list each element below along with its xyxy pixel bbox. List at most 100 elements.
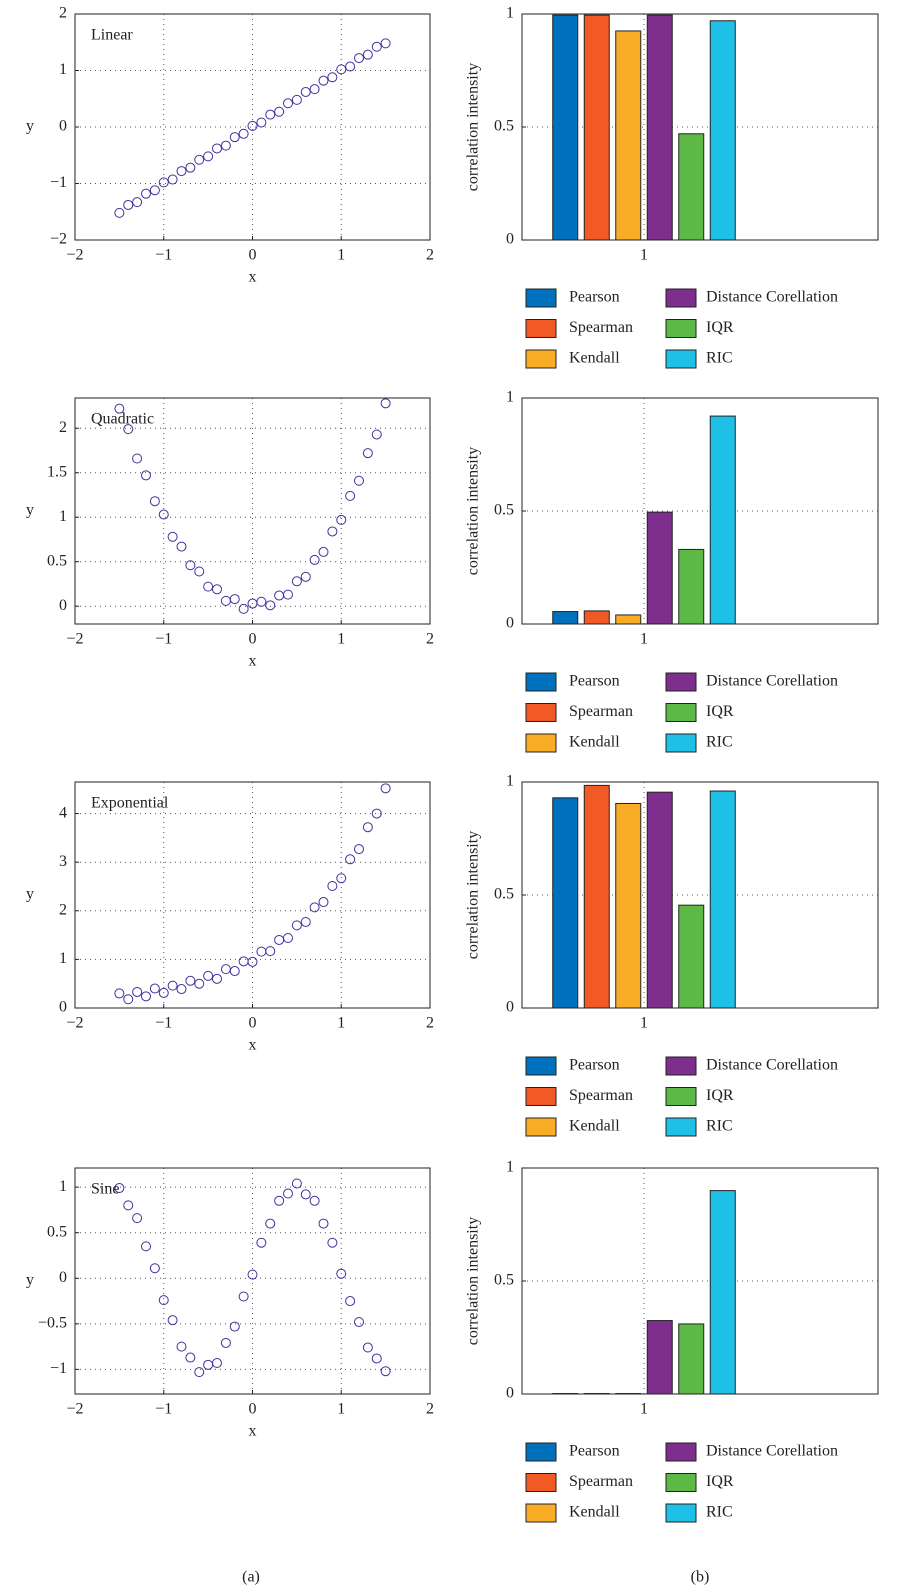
point	[265, 600, 276, 611]
point	[123, 424, 134, 435]
point	[229, 132, 240, 143]
bar	[646, 14, 673, 241]
point	[283, 1188, 293, 1199]
point	[345, 61, 356, 72]
x-axis-label: x	[249, 1423, 257, 1440]
bar	[709, 415, 736, 625]
y-tick-label: 0	[506, 1385, 514, 1402]
annotation: Sine	[91, 1181, 119, 1198]
y-tick-label: 0	[506, 231, 514, 248]
point	[362, 448, 373, 459]
point	[371, 808, 382, 819]
bar	[709, 1190, 736, 1395]
point	[362, 49, 373, 60]
y-tick-label: 4	[59, 804, 67, 821]
point	[220, 1337, 231, 1348]
point	[185, 560, 196, 571]
x-tick-label: −1	[155, 247, 172, 264]
point	[354, 1317, 364, 1328]
point	[114, 207, 125, 218]
point	[354, 844, 364, 855]
bar	[615, 802, 642, 1009]
point	[194, 978, 205, 989]
y-axis-label: y	[26, 502, 34, 519]
y-tick-label: 0	[59, 118, 67, 135]
point	[336, 873, 347, 884]
point	[300, 1189, 311, 1200]
y-tick-label: 1	[59, 1178, 67, 1195]
point	[158, 509, 169, 520]
y-tick-label: 1	[59, 61, 67, 78]
point	[141, 188, 151, 199]
point	[309, 1195, 320, 1206]
x-tick-label: 1	[337, 1401, 345, 1418]
axes-box	[74, 13, 431, 241]
legend-swatch	[525, 703, 557, 722]
legend-label: Kendall	[569, 350, 620, 367]
legend-swatch	[525, 1056, 557, 1076]
axes-box	[74, 781, 431, 1009]
legend-label: RIC	[706, 350, 733, 367]
bar	[678, 133, 705, 241]
legend-swatch	[525, 1117, 557, 1137]
point	[194, 566, 205, 577]
x-tick-label: −2	[66, 631, 83, 648]
y-tick-label: 2	[59, 901, 67, 918]
point	[141, 1241, 151, 1252]
point	[380, 1366, 391, 1377]
legend-swatch	[665, 672, 697, 692]
x-axis-label: x	[249, 269, 257, 286]
y-tick-label: 0	[59, 999, 67, 1016]
legend-label: IQR	[706, 703, 734, 720]
point	[149, 496, 160, 507]
bar	[678, 904, 705, 1009]
point	[220, 964, 231, 975]
x-tick-label: 0	[249, 247, 257, 264]
annotation: Exponential	[91, 795, 169, 812]
y-tick-label: 0	[59, 597, 67, 614]
panel-label: (b)	[691, 1569, 710, 1586]
point	[167, 1315, 178, 1326]
point	[300, 86, 311, 97]
point	[212, 973, 222, 984]
point	[291, 920, 302, 931]
y-tick-label: 2	[59, 419, 67, 436]
point	[291, 576, 302, 587]
point	[212, 1358, 222, 1369]
x-tick-label: −2	[66, 1401, 83, 1418]
legend-swatch	[665, 349, 697, 369]
point	[265, 109, 276, 120]
legend-label: Distance Corellation	[706, 289, 838, 306]
point	[167, 531, 178, 542]
point	[141, 470, 151, 481]
point	[336, 1268, 347, 1279]
bar	[552, 14, 579, 241]
x-tick-label: 2	[426, 1015, 434, 1032]
bar	[646, 511, 673, 625]
point	[167, 174, 178, 185]
bar	[583, 610, 610, 625]
point	[176, 166, 187, 177]
point	[274, 934, 285, 945]
legend-swatch	[665, 703, 697, 722]
bar	[678, 1323, 705, 1395]
point	[238, 128, 249, 139]
point	[309, 554, 320, 565]
point	[274, 1195, 285, 1206]
point	[114, 988, 125, 999]
point	[114, 403, 125, 414]
x-tick-label: 1	[337, 1015, 345, 1032]
y-axis-label: y	[26, 118, 34, 135]
point	[327, 72, 338, 83]
y-tick-label: 1	[506, 1159, 514, 1176]
point	[123, 199, 134, 210]
point	[212, 584, 222, 595]
y-tick-label: 2	[59, 5, 67, 22]
point	[327, 1237, 338, 1248]
legend-swatch	[665, 288, 697, 308]
point	[274, 590, 285, 601]
legend-swatch	[665, 1473, 697, 1492]
axes-box	[521, 1167, 879, 1395]
y-tick-label: 0	[59, 1269, 67, 1286]
point	[158, 987, 169, 998]
